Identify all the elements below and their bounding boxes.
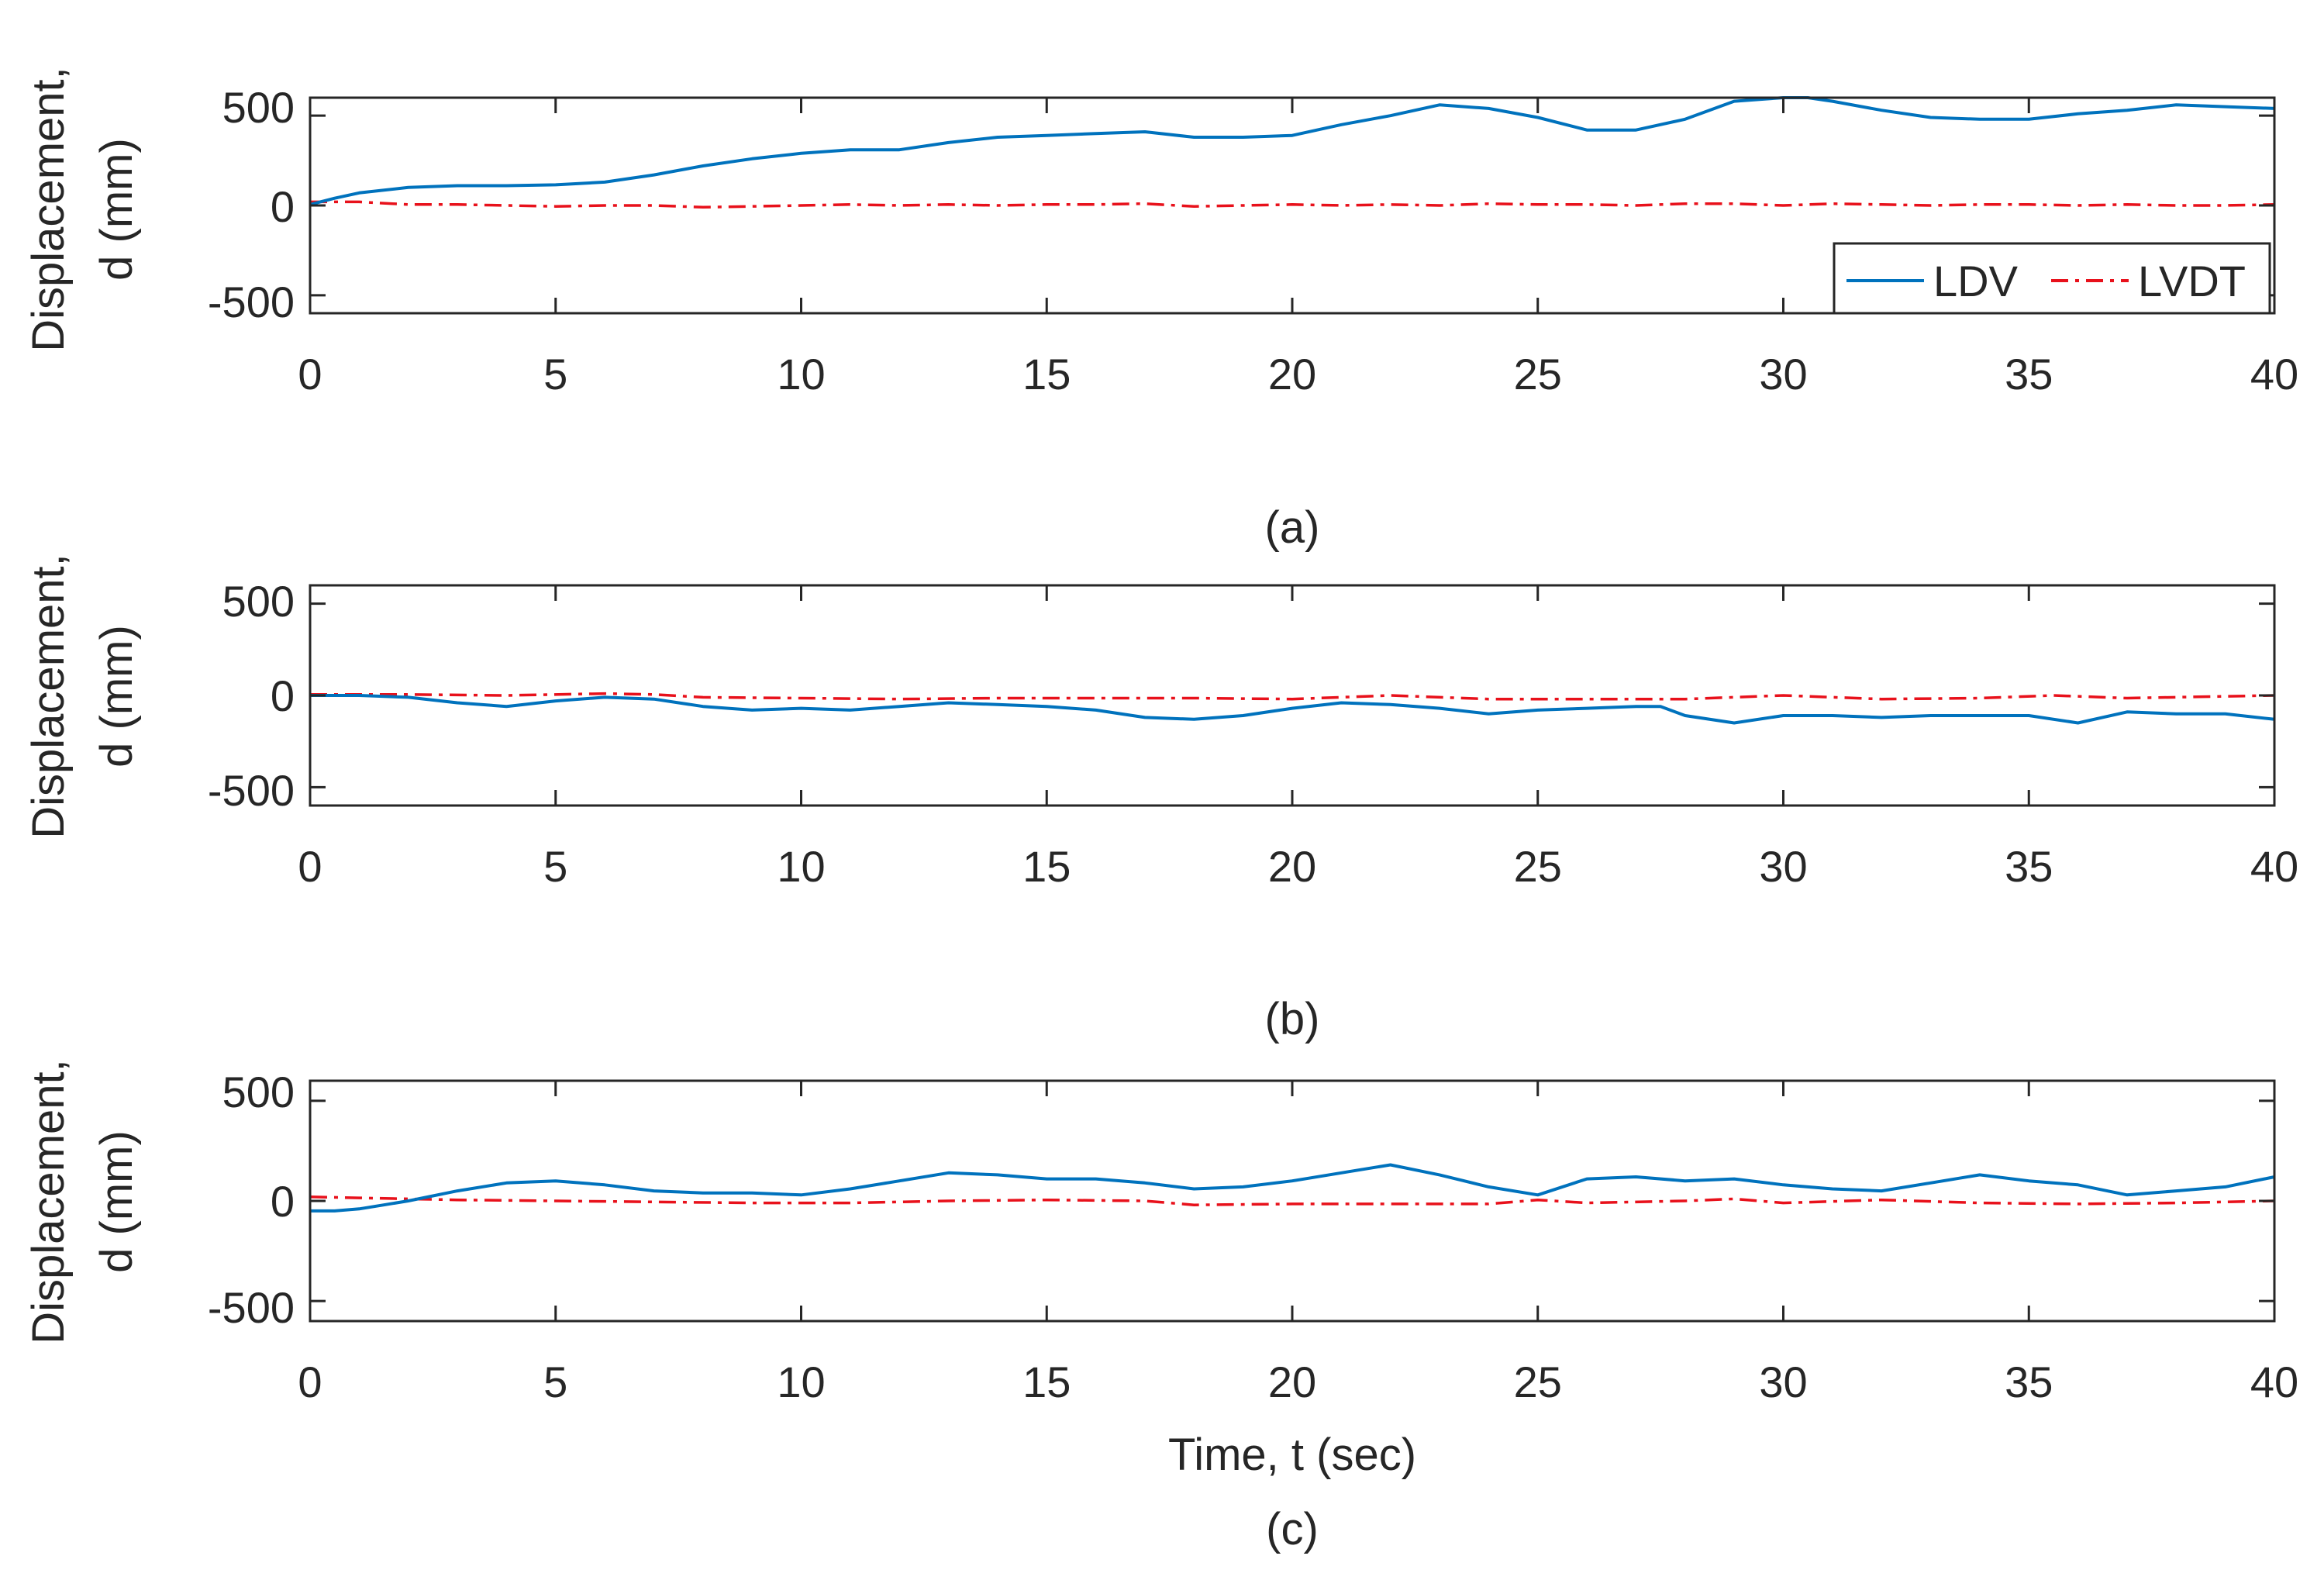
series-line-lvdt [309,1195,2275,1206]
y-axis-label-line2: d (mm) [91,625,142,768]
x-tick-label: 30 [1759,842,1807,891]
x-tick-label: 35 [2005,842,2053,891]
x-tick-label: 20 [1268,350,1316,398]
x-tick-label: 15 [1022,842,1071,891]
axes-box [309,584,2276,807]
panel-b: 500 0 -500 0 5 10 15 20 25 30 35 40 Disp… [23,554,2298,1044]
x-tick-label: 5 [543,842,567,891]
y-axis-label-line1: Displacement, [23,67,74,351]
y-tick-label: 0 [271,1177,295,1226]
panel-caption: (c) [1266,1504,1319,1554]
x-tick-label: 0 [298,350,322,398]
x-tick-label: 10 [777,1358,825,1406]
panel-caption: (a) [1265,502,1320,553]
panel-c: 500 0 -500 0 5 10 15 20 25 30 35 40 Disp… [23,1059,2298,1554]
y-tick-label: -500 [208,766,295,815]
x-tick-label: 20 [1268,1358,1316,1406]
x-tick-label: 30 [1759,350,1807,398]
y-tick-label: 0 [271,671,295,720]
x-tick-label: 15 [1022,350,1071,398]
legend-box [1833,242,2271,315]
x-tick-label: 35 [2005,350,2053,398]
legend-label-ldv: LDV [1933,257,2019,305]
series-line-lvdt [310,692,2275,701]
x-tick-label: 40 [2250,1358,2298,1406]
x-tick-label: 10 [777,842,825,891]
y-tick-label: 500 [222,83,295,132]
x-tick-label: 25 [1514,1358,1562,1406]
y-axis-label-line2: d (mm) [91,138,142,281]
panel-a: 500 0 -500 0 5 10 15 20 25 30 35 40 Disp… [23,67,2298,553]
y-tick-label: 500 [222,1068,295,1116]
y-tick-label: 0 [271,182,295,231]
x-tick-label: 40 [2250,350,2298,398]
series-line-ldv [310,694,2275,725]
series-line-ldv [310,1163,2275,1213]
x-tick-label: 0 [298,1358,322,1406]
y-tick-label: -500 [208,1283,295,1332]
x-tick-label: 30 [1759,1358,1807,1406]
x-axis-label: Time, t (sec) [1168,1430,1416,1480]
series-line-ldv [309,96,2275,206]
x-tick-label: 0 [298,842,322,891]
series-line-lvdt [310,200,2275,209]
x-tick-label: 5 [543,350,567,398]
legend-label-lvdt: LVDT [2138,257,2246,305]
x-tick-label: 10 [777,350,825,398]
x-tick-label: 20 [1268,842,1316,891]
x-tick-label: 5 [543,1358,567,1406]
x-tick-label: 25 [1514,350,1562,398]
panel-caption: (b) [1265,994,1320,1044]
y-axis-label-line1: Displacement, [23,1059,74,1344]
legend: LDV LVDT [1833,242,2271,315]
y-tick-label: -500 [208,278,295,326]
x-tick-label: 40 [2250,842,2298,891]
x-tick-label: 35 [2005,1358,2053,1406]
y-axis-label-line2: d (mm) [91,1130,142,1273]
x-tick-label: 15 [1022,1358,1071,1406]
x-tick-label: 25 [1514,842,1562,891]
y-axis-label-line1: Displacement, [23,554,74,838]
y-tick-label: 500 [222,577,295,626]
